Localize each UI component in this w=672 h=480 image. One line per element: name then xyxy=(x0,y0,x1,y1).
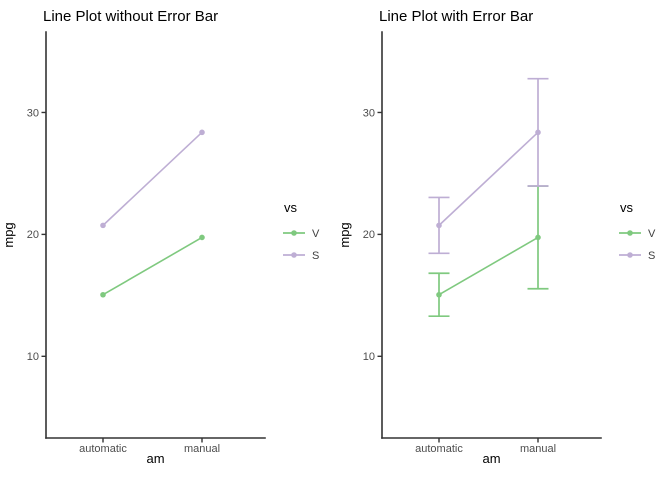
y-tick-label: 10 xyxy=(27,351,39,363)
line-chart-without-error-bar: Line Plot without Error Bar 10 20 30 automat… xyxy=(1,8,320,466)
x-tick-label: automatic xyxy=(79,443,127,455)
legend-key-point xyxy=(291,230,297,236)
x-tick-label: manual xyxy=(184,443,220,455)
data-point-S xyxy=(199,129,205,136)
data-point-V xyxy=(199,234,205,241)
y-axis-title: mpg xyxy=(337,222,352,247)
data-point-S xyxy=(535,129,541,136)
y-tick-label: 20 xyxy=(27,229,39,241)
legend-title: vs xyxy=(620,200,634,215)
data-point-V xyxy=(100,291,106,298)
chart-title: Line Plot with Error Bar xyxy=(379,8,533,25)
series-line-S xyxy=(102,131,203,226)
series-line-S xyxy=(438,131,539,226)
y-axis-title: mpg xyxy=(1,222,16,247)
line-chart-with-error-bar: Line Plot with Error Bar 10 20 30 automatic m… xyxy=(337,8,656,466)
y-tick-label: 10 xyxy=(363,351,375,363)
legend-label: S xyxy=(648,250,655,262)
data-point-V xyxy=(436,291,442,298)
legend-label: V xyxy=(648,228,656,240)
y-tick-label: 20 xyxy=(363,229,375,241)
x-axis-title: am xyxy=(482,451,500,466)
legend-label: S xyxy=(312,250,319,262)
data-point-V xyxy=(535,234,541,241)
x-tick-label: manual xyxy=(520,443,556,455)
legend-label: V xyxy=(312,228,320,240)
y-tick-label: 30 xyxy=(27,107,39,119)
chart-title: Line Plot without Error Bar xyxy=(43,8,218,25)
legend-key-point xyxy=(627,230,633,236)
plot-with-error-bar: Line Plot with Error Bar 10 20 30 automatic m… xyxy=(336,0,672,480)
y-tick-label: 30 xyxy=(363,107,375,119)
legend-key-point xyxy=(627,252,633,258)
x-tick-label: automatic xyxy=(415,443,463,455)
data-point-S xyxy=(100,222,106,229)
series-line-V xyxy=(102,236,203,296)
x-axis-title: am xyxy=(146,451,164,466)
plot-without-error-bar: Line Plot without Error Bar 10 20 30 automat… xyxy=(1,8,320,466)
legend-title: vs xyxy=(284,200,298,215)
data-point-S xyxy=(436,222,442,229)
legend-key-point xyxy=(291,252,297,258)
series-line-V xyxy=(438,236,539,296)
